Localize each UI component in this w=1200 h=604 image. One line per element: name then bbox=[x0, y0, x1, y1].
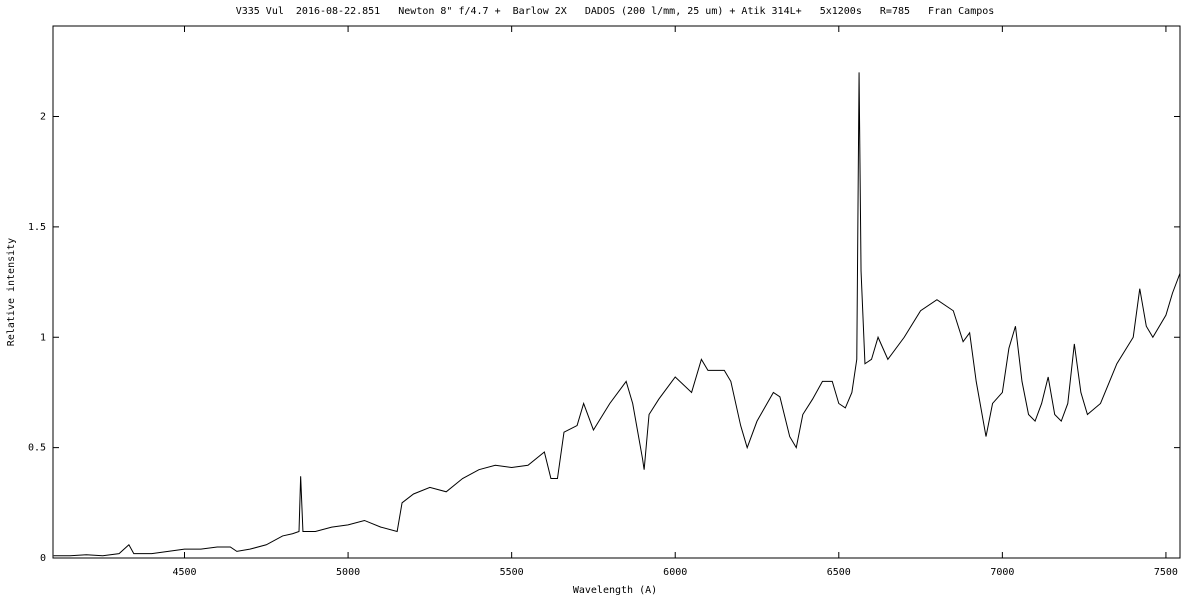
x-tick-label: 5500 bbox=[500, 567, 524, 578]
plot-frame bbox=[52, 25, 1181, 559]
y-tick-label: 0.5 bbox=[28, 443, 46, 454]
y-tick-label: 0 bbox=[40, 553, 46, 564]
x-tick-label: 7500 bbox=[1154, 567, 1178, 578]
x-tick-label: 5000 bbox=[336, 567, 360, 578]
x-tick-label: 4500 bbox=[172, 567, 196, 578]
y-axis-label: Relative intensity bbox=[6, 238, 17, 346]
x-tick-label: 6000 bbox=[663, 567, 687, 578]
x-axis-label: Wavelength (A) bbox=[573, 585, 657, 596]
x-tick-label: 6500 bbox=[827, 567, 851, 578]
y-tick-label: 1.5 bbox=[28, 222, 46, 233]
y-tick-label: 1 bbox=[40, 332, 46, 343]
y-tick-label: 2 bbox=[40, 112, 46, 123]
spectrum-line bbox=[53, 72, 1181, 557]
chart-title: V335 Vul 2016-08-22.851 Newton 8" f/4.7 … bbox=[236, 6, 995, 17]
x-tick-label: 7000 bbox=[990, 567, 1014, 578]
